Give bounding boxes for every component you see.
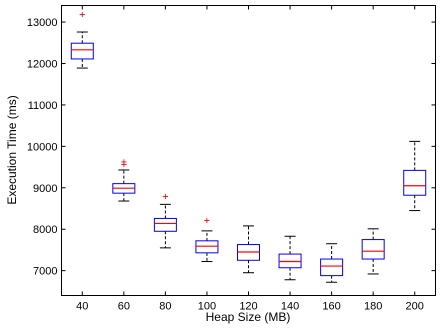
y-tick-label: 7000	[33, 266, 57, 278]
iqr-box	[153, 217, 177, 232]
box-group: +	[195, 216, 219, 263]
outlier-marker: +	[121, 157, 127, 168]
y-tick-label: 10000	[27, 141, 58, 153]
box-group: +	[153, 192, 177, 249]
box-group	[320, 243, 344, 283]
x-tick-label: 120	[239, 301, 257, 313]
x-tick-label: 40	[76, 301, 88, 313]
outlier-marker: +	[79, 10, 85, 21]
x-axis-title: Heap Size (MB)	[206, 310, 291, 324]
outlier-marker: +	[121, 159, 127, 170]
x-tick-label: 180	[364, 301, 382, 313]
outlier-marker: +	[162, 192, 168, 203]
x-axis: 40 60 80 100 120 140 160 180 200	[76, 5, 424, 313]
y-tick-label: 8000	[33, 224, 57, 236]
y-tick-label: 9000	[33, 183, 57, 195]
x-tick-label: 160	[322, 301, 340, 313]
box-group	[278, 235, 302, 281]
iqr-box	[70, 42, 94, 60]
box-group	[403, 140, 427, 212]
x-tick-label: 60	[118, 301, 130, 313]
x-tick-label: 200	[406, 301, 424, 313]
y-tick-label: 12000	[27, 59, 58, 71]
y-axis-title: Execution Time (ms)	[5, 95, 19, 204]
iqr-box	[278, 253, 302, 269]
y-tick-label: 11000	[28, 100, 58, 112]
box-group	[237, 225, 260, 274]
x-tick-label: 140	[281, 301, 299, 313]
box-group	[361, 228, 385, 275]
iqr-box	[320, 258, 344, 277]
outlier-marker: +	[204, 216, 210, 227]
y-axis: 7000 8000 9000 10000 11000 12000 13000	[27, 17, 436, 278]
box-group: +	[70, 10, 94, 69]
box-series: +++++	[70, 10, 427, 283]
iqr-box	[403, 169, 427, 196]
y-tick-label: 13000	[27, 17, 58, 29]
box-group: ++	[112, 157, 136, 202]
x-tick-label: 80	[159, 301, 171, 313]
iqr-box	[195, 240, 219, 254]
iqr-box	[361, 239, 385, 260]
x-tick-label: 100	[198, 301, 216, 313]
